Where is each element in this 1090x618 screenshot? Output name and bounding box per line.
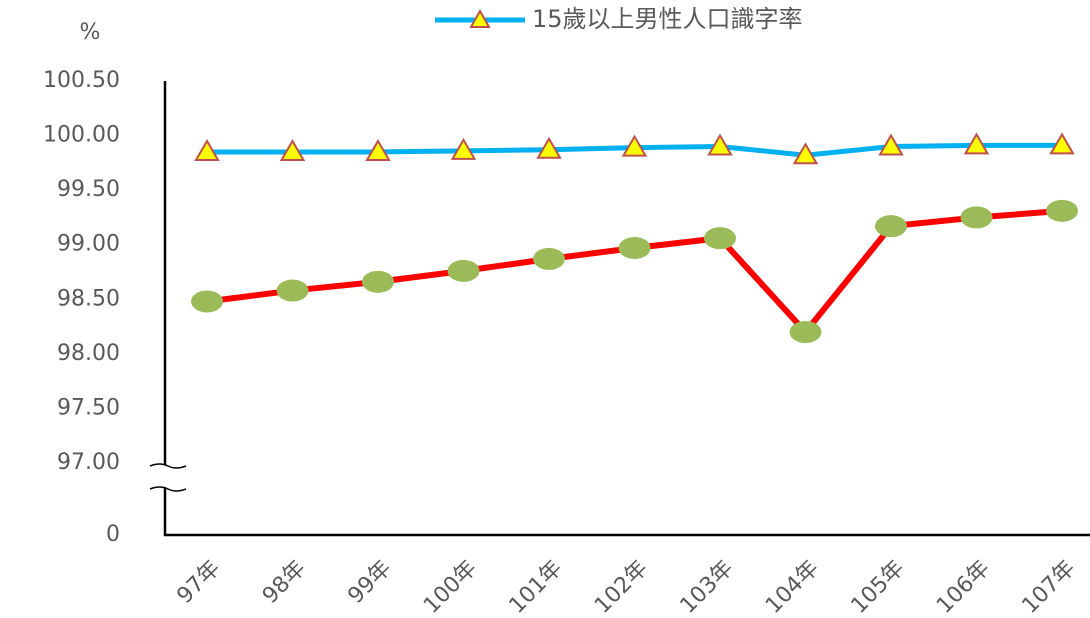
marker [533,247,565,270]
marker [963,132,990,155]
x-tick-label: 99年 [343,556,396,609]
y-tick-label: 100.50 [43,68,120,93]
x-tick-label: 104年 [761,556,824,614]
y-tick-label: 0 [106,522,120,547]
marker [191,290,223,313]
x-tick-label: 103年 [676,556,739,614]
x-tick-label: 107年 [1018,556,1081,614]
marker [362,270,394,293]
axis-break [149,486,187,492]
marker [450,137,477,160]
marker [621,134,648,157]
marker [536,136,562,159]
marker [1049,132,1075,155]
y-tick-label: 98.00 [57,341,120,366]
marker [704,227,736,250]
marker [279,138,306,161]
x-tick-label: 100年 [419,556,482,614]
axis-break [149,463,187,469]
marker [1046,199,1078,222]
legend-label: 15歲以上男性人口識字率 [532,5,803,33]
series-line [206,207,1063,337]
x-tick-label: 102年 [590,556,653,614]
y-axis-label: % [80,20,101,45]
x-tick-label: 105年 [847,556,910,614]
marker [276,279,309,302]
x-tick-label: 98年 [258,556,311,609]
marker [447,259,480,282]
marker [618,236,651,259]
y-tick-label: 99.50 [57,177,120,202]
marker [707,133,733,156]
y-tick-label: 97.00 [57,450,120,475]
marker [365,138,391,161]
y-tick-label: 99.00 [57,232,120,257]
y-tick-label: 97.50 [57,395,120,420]
x-tick-label: 101年 [505,556,568,614]
marker [789,321,822,344]
marker [194,138,220,161]
x-tick-label: 106年 [932,556,995,614]
y-tick-label: 98.50 [57,286,120,311]
legend-marker [469,8,491,28]
marker [875,215,907,238]
marker [960,206,993,229]
x-tick-label: 97年 [172,556,225,609]
marker [878,133,904,156]
marker [792,142,819,165]
y-tick-label: 100.00 [43,123,120,148]
